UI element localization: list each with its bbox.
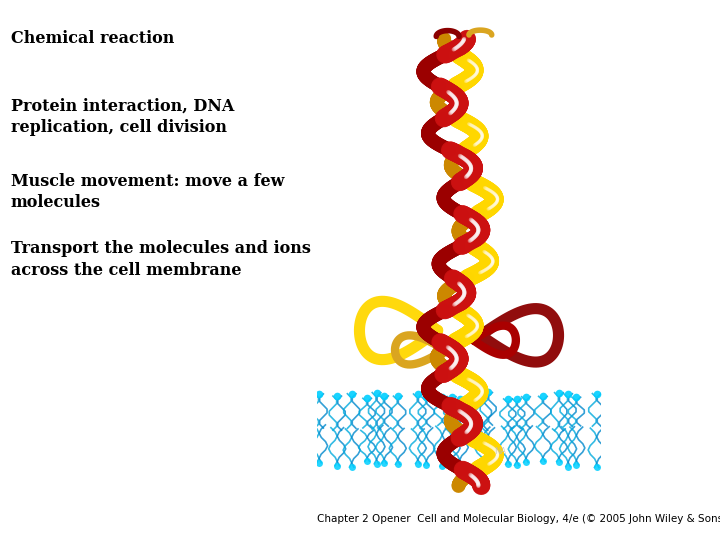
Text: Chemical reaction: Chemical reaction <box>11 30 174 46</box>
Text: Protein interaction, DNA
replication, cell division: Protein interaction, DNA replication, ce… <box>11 97 234 136</box>
Text: NA: NA <box>495 448 507 456</box>
Text: Chapter 2 Opener  Cell and Molecular Biology, 4/e (© 2005 John Wiley & Sons): Chapter 2 Opener Cell and Molecular Biol… <box>317 514 720 524</box>
Text: Muscle movement: move a few
molecules: Muscle movement: move a few molecules <box>11 173 284 211</box>
Text: Transport the molecules and ions
across the cell membrane: Transport the molecules and ions across … <box>11 240 310 279</box>
